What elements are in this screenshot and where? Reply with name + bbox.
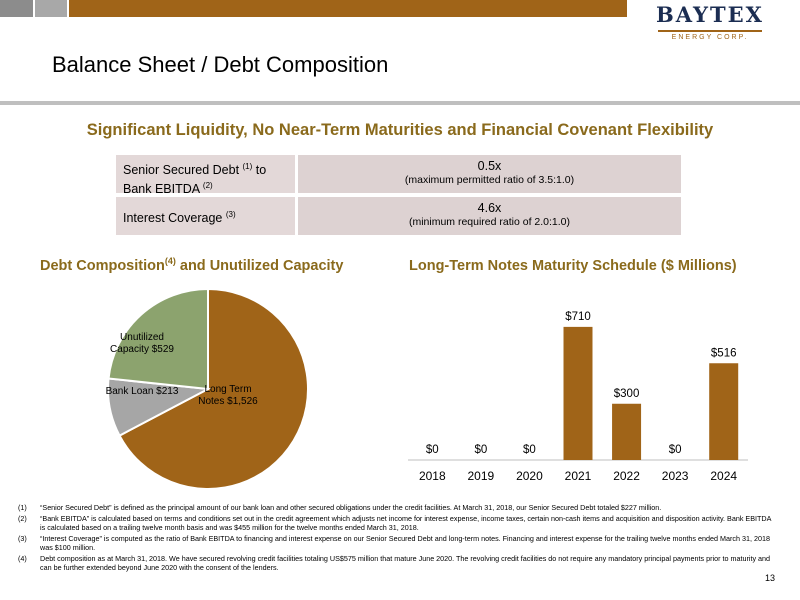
ratio-note: (minimum required ratio of 2.0:1.0) <box>408 216 571 228</box>
footnote-ref: (4) <box>164 256 176 266</box>
ratio-table: Senior Secured Debt (1) to Bank EBITDA (… <box>116 155 681 239</box>
logo-subtitle: ENERGY CORP. <box>671 34 749 41</box>
footnote-number: (4) <box>18 553 27 563</box>
x-tick-label: 2021 <box>565 469 592 483</box>
ratio-label: Interest Coverage (3) <box>116 197 295 235</box>
footnote-number: (1) <box>18 503 27 512</box>
bar-data-label: $300 <box>614 388 640 400</box>
pie-slice-label: Bank Loan $213 <box>106 386 179 397</box>
ratio-value-cell: 0.5x (maximum permitted ratio of 3.5:1.0… <box>298 155 681 193</box>
ratio-row-interest-coverage: Interest Coverage (3) 4.6x (minimum requ… <box>116 197 681 235</box>
bar-data-label: $0 <box>523 444 536 456</box>
pie-slice-label: Long Term Notes $1,526 <box>198 384 258 407</box>
x-tick-label: 2019 <box>468 469 495 483</box>
bar-data-label: $710 <box>565 311 591 323</box>
ratio-label-text: Senior Secured Debt <box>123 163 243 178</box>
ratio-separator <box>295 155 298 193</box>
bar-data-label: $516 <box>711 347 737 359</box>
ratio-value: 0.5x <box>477 159 502 173</box>
footnote-text: Debt composition as at March 31, 2018. W… <box>40 553 771 572</box>
page-title: Balance Sheet / Debt Composition <box>52 52 389 77</box>
headline: Significant Liquidity, No Near-Term Matu… <box>86 121 714 139</box>
pie-title-tail: and Unutilized Capacity <box>175 257 344 274</box>
footnote-ref: (1) <box>242 162 253 171</box>
footnote: (4) Debt composition as at March 31, 2018… <box>18 554 778 572</box>
pie-slice-label: Unutilized Capacity $529 <box>110 332 174 355</box>
pie-slice <box>107 287 209 391</box>
ratio-value-cell: 4.6x (minimum required ratio of 2.0:1.0) <box>298 197 681 235</box>
footnote-ref: (2) <box>202 181 213 191</box>
x-tick-label: 2023 <box>662 469 689 483</box>
footnote: (1) “Senior Secured Debt” is defined as t… <box>18 503 778 512</box>
ratio-row-senior-debt: Senior Secured Debt (1) to Bank EBITDA (… <box>116 155 681 197</box>
footnote-ref: (3) <box>225 210 236 219</box>
ratio-note: (maximum permitted ratio of 3.5:1.0) <box>404 174 575 186</box>
page-number: 13 <box>765 573 776 583</box>
x-tick-label: 2020 <box>516 469 543 483</box>
title-divider <box>0 101 800 105</box>
footnotes: (1) “Senior Secured Debt” is defined as t… <box>18 503 778 573</box>
ratio-label-text: Interest Coverage <box>123 211 226 226</box>
ratio-label-text: Bank EBITDA <box>123 182 203 197</box>
footnote-number: (2) <box>18 513 27 523</box>
bar <box>563 326 593 461</box>
x-tick-label: 2018 <box>419 469 446 483</box>
header-block-light <box>35 0 67 17</box>
footnote-text: “Bank EBITDA” is calculated based on ter… <box>40 513 771 532</box>
footnote-text: “Interest Coverage” is computed as the r… <box>40 533 770 552</box>
debt-composition-pie-chart: Long Term Notes $1,526 Bank Loan $213 Unuti… <box>106 287 309 490</box>
baytex-logo: BAYTEX ENERGY CORP. <box>650 2 770 52</box>
x-tick-label: 2022 <box>613 469 640 483</box>
footnote-number: (3) <box>18 533 27 543</box>
ratio-label: Senior Secured Debt (1) to Bank EBITDA (… <box>116 155 295 197</box>
pie-title-main: Debt Composition <box>40 257 165 274</box>
bar-chart-title: Long-Term Notes Maturity Schedule ($ Mil… <box>409 258 737 274</box>
bar <box>709 363 739 460</box>
logo-underline <box>658 30 762 32</box>
pie-chart-title: Debt Composition(4) and Unutilized Capac… <box>40 256 343 274</box>
ratio-value: 4.6x <box>477 201 502 215</box>
footnote: (2) “Bank EBITDA” is calculated based on … <box>18 514 778 532</box>
logo-wordmark: BAYTEX <box>656 2 764 27</box>
pie-slice <box>118 287 309 490</box>
bar-data-label: $0 <box>426 444 439 456</box>
ratio-label-text: to <box>252 163 267 178</box>
header-accent-bar <box>69 0 627 17</box>
bar-data-label: $0 <box>669 444 682 456</box>
x-tick-label: 2024 <box>710 469 737 483</box>
bar-data-label: $0 <box>474 444 487 456</box>
header-block-dark <box>0 0 33 17</box>
footnote-text: “Senior Secured Debt” is defined as the … <box>40 503 662 512</box>
maturity-schedule-bar-chart: $0 2018 $0 2019 $0 2020 $710 2021 $300 2022 $0 2023… <box>408 311 748 483</box>
footnote: (3) “Interest Coverage” is computed as th… <box>18 534 778 552</box>
ratio-separator <box>295 197 298 235</box>
bar <box>612 403 642 460</box>
